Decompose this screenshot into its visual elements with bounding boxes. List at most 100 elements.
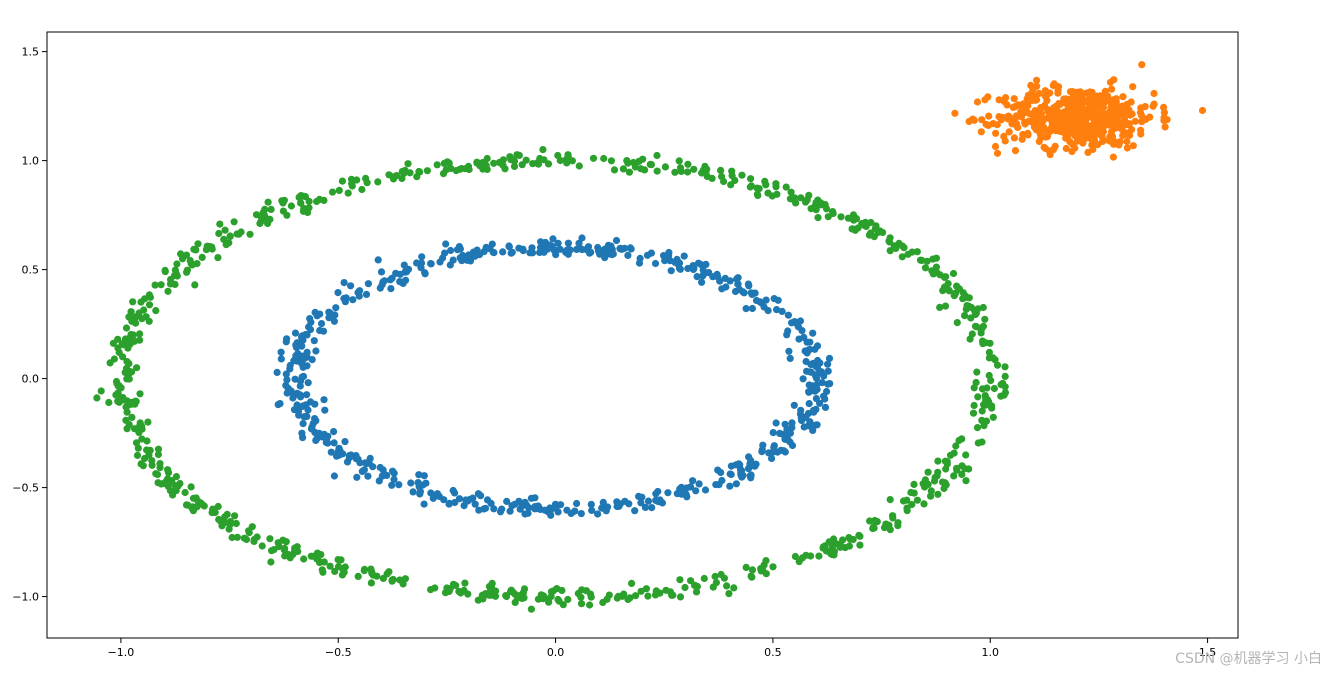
data-point: [867, 218, 875, 227]
data-point: [788, 441, 797, 450]
data-point: [221, 226, 229, 234]
data-point: [154, 445, 163, 453]
data-point: [967, 314, 975, 322]
data-point: [1044, 129, 1052, 137]
data-point: [993, 121, 1001, 129]
data-point: [1035, 89, 1043, 98]
data-point: [261, 205, 269, 213]
data-point: [320, 196, 328, 204]
data-point: [1061, 118, 1069, 126]
data-point: [387, 285, 395, 293]
data-point: [699, 272, 707, 280]
data-point: [442, 240, 450, 248]
data-point: [680, 252, 688, 260]
data-point: [515, 151, 523, 159]
data-point: [181, 488, 189, 497]
data-point: [274, 401, 282, 409]
data-point: [676, 576, 684, 584]
data-point: [510, 162, 519, 170]
data-point: [162, 478, 170, 486]
data-point: [742, 563, 750, 572]
data-point: [119, 341, 127, 349]
data-point: [1051, 142, 1059, 150]
data-point: [308, 356, 316, 364]
data-point: [725, 590, 733, 598]
data-point: [114, 382, 122, 390]
data-point: [666, 257, 674, 265]
data-point: [511, 598, 519, 607]
data-point: [531, 494, 539, 502]
data-point: [564, 151, 572, 159]
data-point: [164, 287, 172, 295]
data-point: [315, 429, 323, 437]
data-point: [802, 413, 810, 421]
data-point: [1088, 128, 1096, 137]
data-point: [214, 254, 222, 262]
data-point: [364, 472, 372, 480]
data-point: [992, 129, 1000, 137]
data-point: [352, 455, 360, 463]
data-point: [505, 243, 513, 251]
data-point: [1198, 106, 1207, 115]
data-point: [133, 451, 142, 459]
data-point: [586, 601, 594, 609]
data-point: [872, 222, 880, 230]
data-point: [215, 229, 223, 238]
data-point: [312, 436, 320, 444]
data-point: [161, 266, 169, 274]
data-point: [652, 490, 660, 498]
data-point: [1039, 117, 1047, 125]
data-point: [642, 585, 651, 593]
data-point: [910, 480, 918, 488]
x-tick-label: −1.0: [108, 646, 135, 659]
data-point: [230, 218, 238, 226]
data-point: [627, 245, 635, 253]
data-point: [1129, 142, 1137, 150]
data-point: [1092, 108, 1100, 116]
data-point: [133, 364, 141, 372]
data-point: [389, 467, 397, 475]
data-point: [335, 444, 343, 452]
data-point: [460, 586, 468, 595]
data-point: [250, 537, 258, 546]
data-point: [973, 424, 982, 432]
data-point: [176, 479, 184, 488]
data-point: [971, 322, 980, 330]
data-point: [635, 259, 644, 267]
data-point: [398, 174, 406, 183]
data-point: [644, 497, 653, 505]
data-point: [742, 305, 750, 313]
data-point: [748, 304, 757, 313]
data-point: [334, 562, 343, 571]
data-point: [973, 98, 982, 106]
data-point: [886, 247, 894, 255]
data-point: [415, 167, 423, 176]
data-point: [198, 500, 206, 508]
data-point: [289, 394, 297, 402]
data-point: [788, 319, 796, 327]
data-point: [676, 593, 685, 601]
data-point: [667, 267, 675, 275]
x-axis: −1.0 −0.5 0.0 0.5 1.0 1.5: [108, 638, 1216, 659]
data-point: [913, 248, 921, 256]
data-point: [279, 207, 287, 215]
data-point: [374, 178, 382, 186]
data-point: [800, 423, 808, 431]
data-point: [429, 494, 437, 502]
data-point: [399, 279, 407, 287]
data-point: [675, 157, 683, 165]
data-point: [376, 284, 384, 292]
data-point: [300, 204, 308, 212]
data-point: [194, 240, 202, 248]
data-point: [1066, 88, 1075, 96]
data-point: [903, 496, 911, 504]
data-point: [984, 121, 993, 129]
data-point: [985, 112, 993, 120]
data-point: [1137, 130, 1145, 138]
data-point: [460, 502, 468, 510]
data-point: [106, 359, 114, 367]
data-point: [559, 601, 567, 609]
data-point: [447, 246, 455, 255]
data-point: [1107, 128, 1115, 136]
x-tick-label: 1.0: [981, 646, 999, 659]
